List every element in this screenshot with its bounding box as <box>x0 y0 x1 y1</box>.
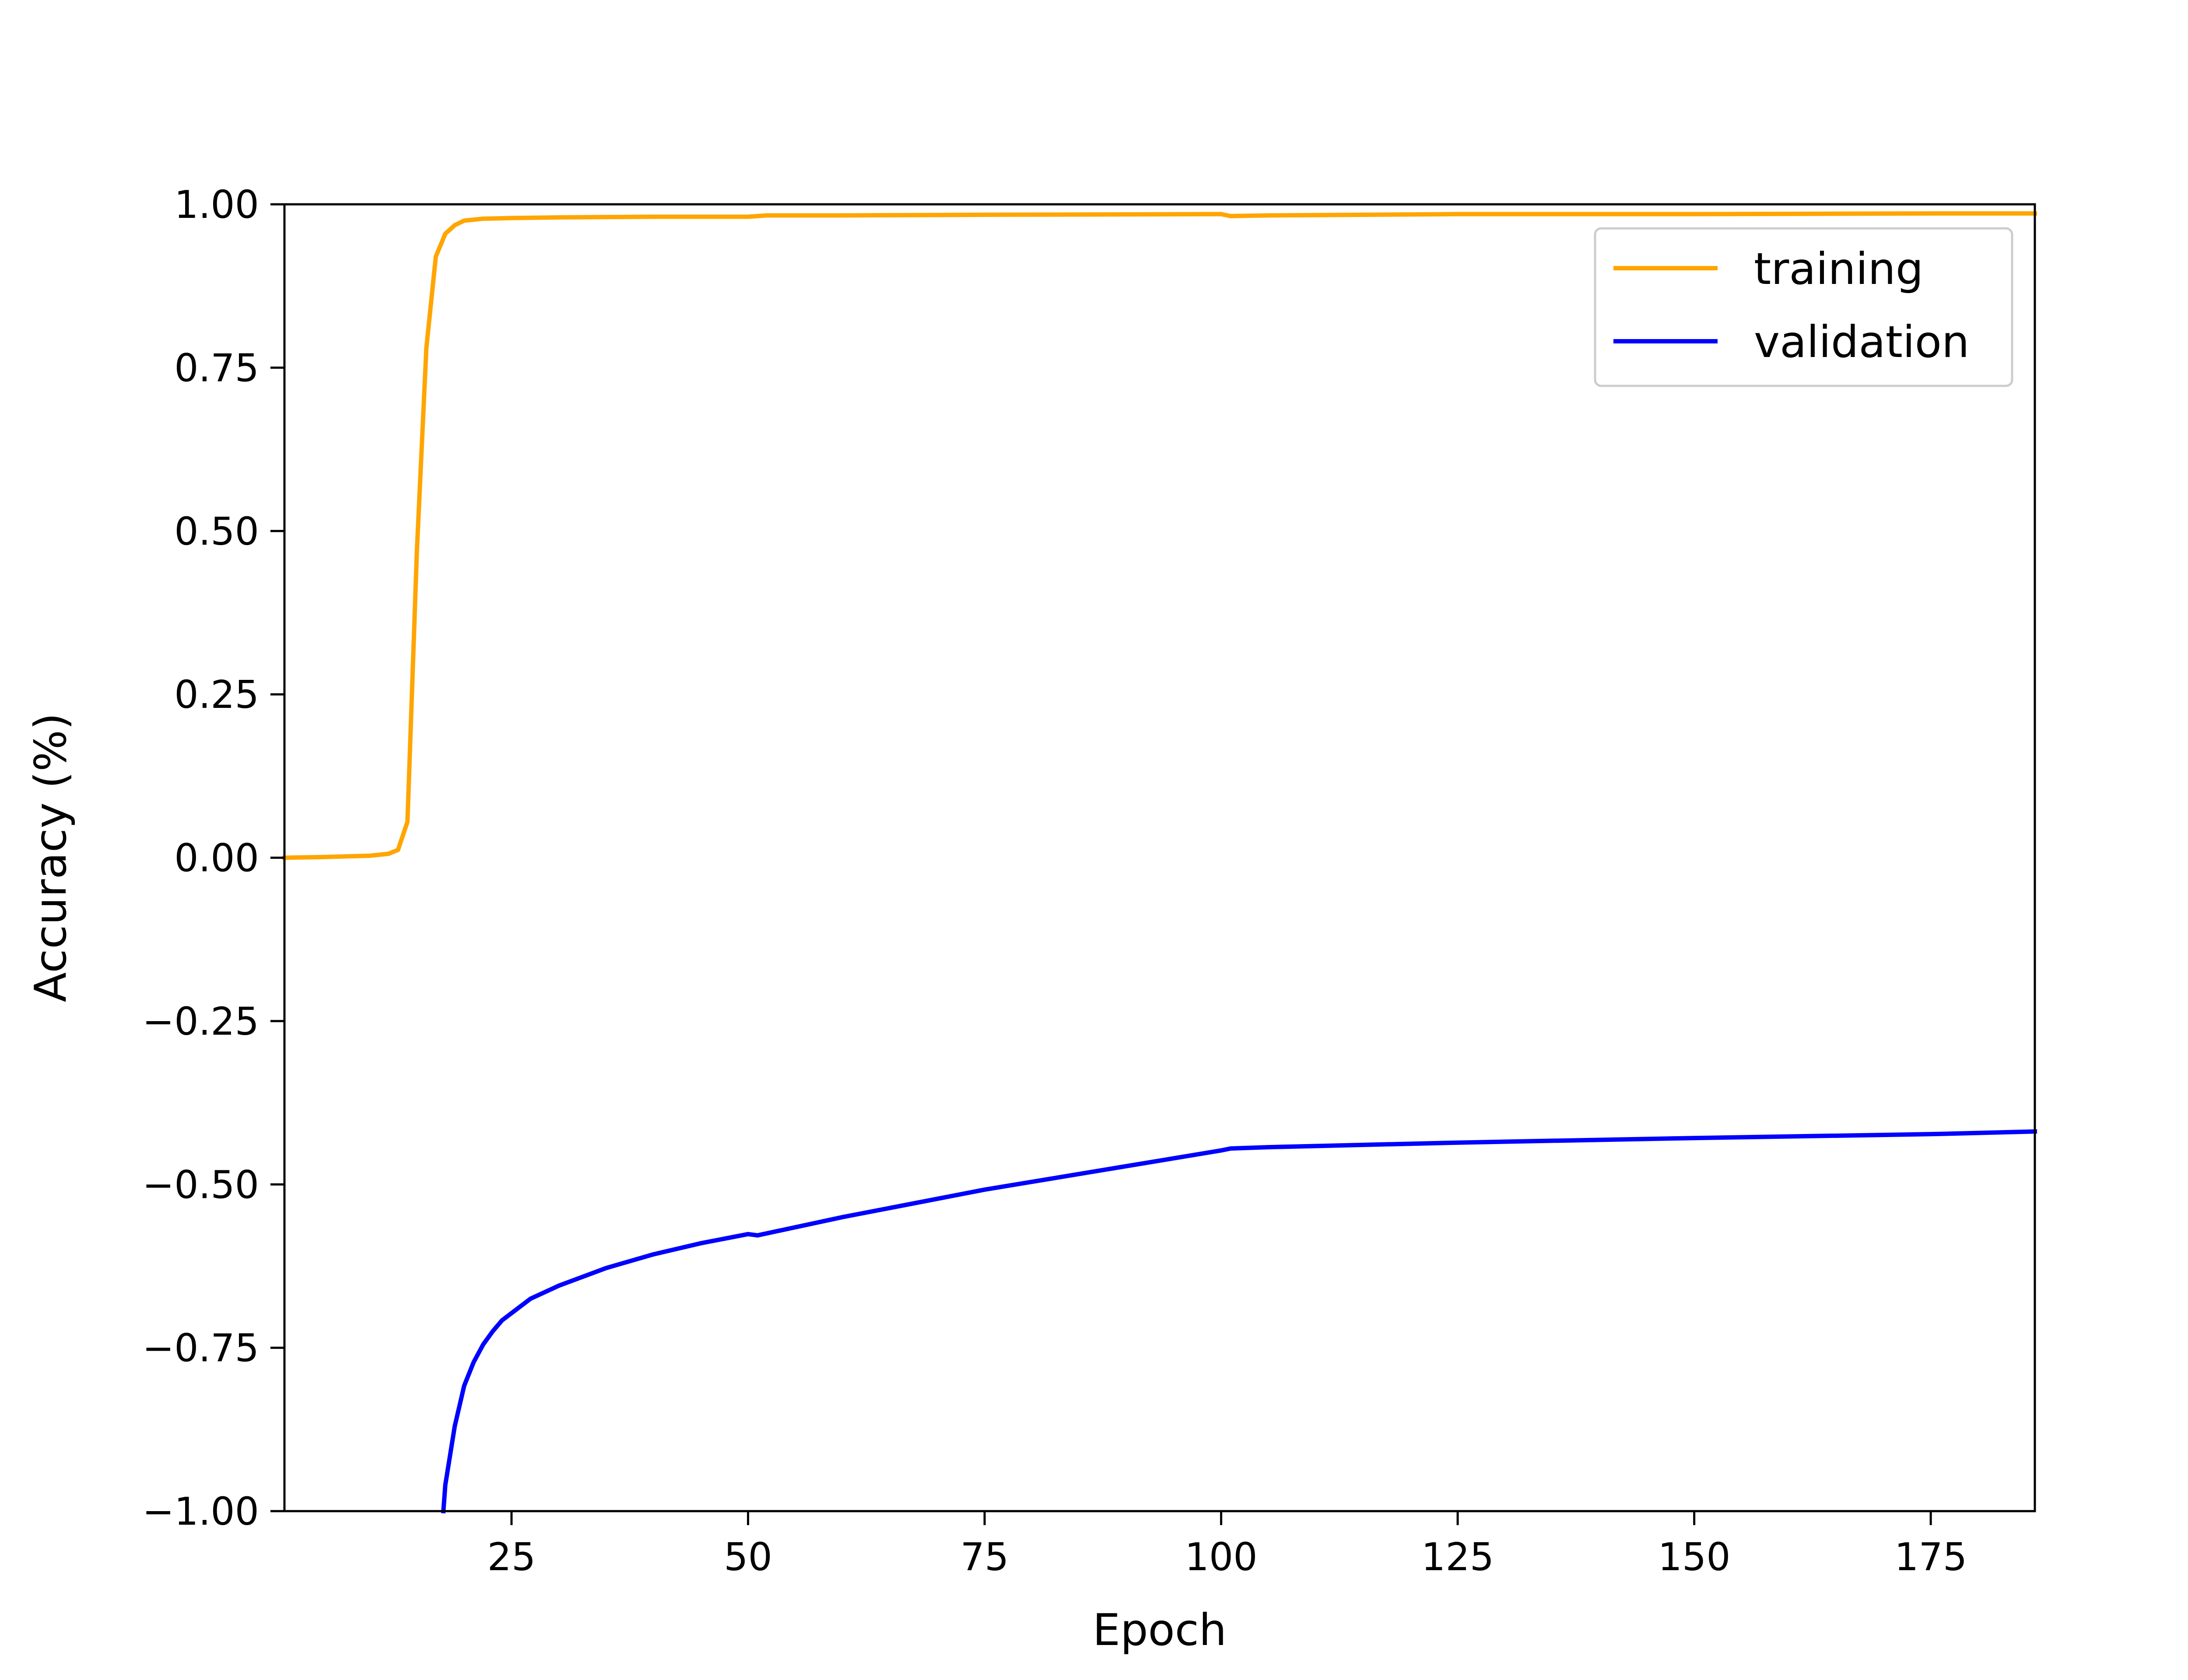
y-tick-label: 0.25 <box>174 672 259 717</box>
y-tick-label: 0.75 <box>174 346 259 390</box>
legend-label-validation: validation <box>1754 316 1969 368</box>
y-tick-label: −1.00 <box>142 1489 259 1534</box>
legend-label-training: training <box>1754 243 1923 294</box>
x-tick-label: 125 <box>1421 1535 1494 1579</box>
y-tick-label: −0.75 <box>142 1326 259 1371</box>
x-tick-label: 25 <box>487 1535 536 1579</box>
x-tick-label: 100 <box>1185 1535 1258 1579</box>
series-layer <box>282 211 2037 1514</box>
series-line-training <box>282 211 2037 860</box>
y-tick-label: 1.00 <box>174 182 259 227</box>
legend: training validation <box>1594 227 2013 387</box>
plot-area <box>284 204 2035 1511</box>
y-axis-ticks: 1.00 0.75 0.50 0.25 0.00 −0.25 −0.50 −0.75 −1.00 <box>142 182 284 1534</box>
y-tick-label: 0.00 <box>174 836 259 881</box>
x-axis-ticks: 25 50 75 100 125 150 175 <box>487 1511 1967 1579</box>
x-tick-label: 150 <box>1658 1535 1731 1579</box>
y-axis-label: Accuracy (%) <box>25 713 76 1002</box>
x-axis-label: Epoch <box>1093 1604 1227 1656</box>
y-tick-label: −0.25 <box>142 999 259 1044</box>
plot-frame <box>283 203 2036 1512</box>
y-tick-label: 0.50 <box>174 509 259 554</box>
x-tick-label: 75 <box>961 1535 1009 1579</box>
x-tick-label: 175 <box>1894 1535 1967 1579</box>
x-tick-label: 50 <box>724 1535 772 1579</box>
series-line-validation <box>441 1129 2037 1514</box>
y-tick-label: −0.50 <box>142 1162 259 1207</box>
